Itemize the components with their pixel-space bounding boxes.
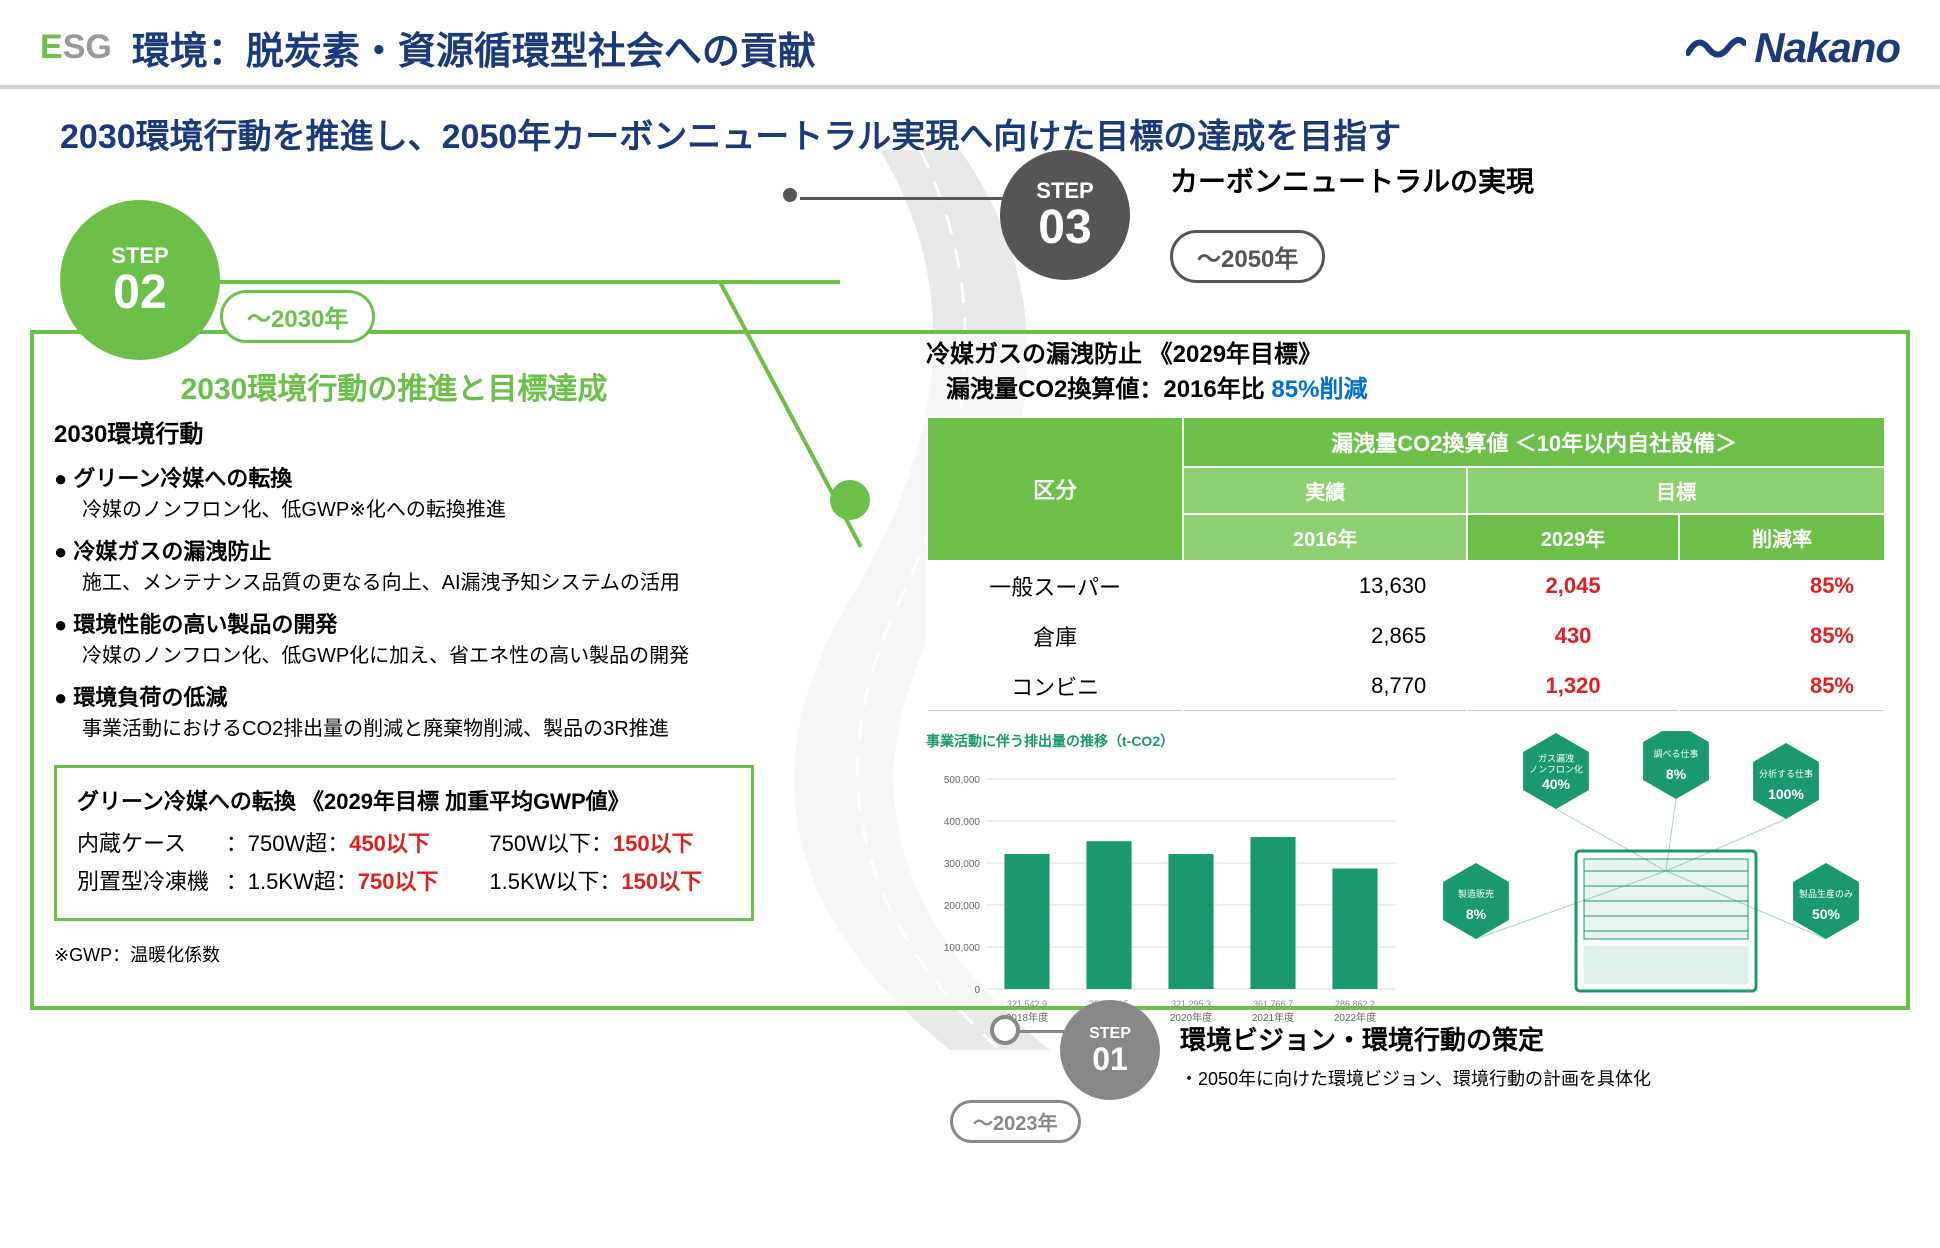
svg-text:100,000: 100,000 [944, 943, 981, 954]
connector-line-02a [200, 280, 840, 284]
step-03-num: 03 [1038, 204, 1091, 252]
action-desc: 事業活動におけるCO2排出量の削減と廃棄物削減、製品の3R推進 [82, 712, 774, 741]
road-dot-01 [990, 1015, 1020, 1045]
action-heading: 2030環境行動 [54, 414, 774, 449]
svg-text:50%: 50% [1812, 906, 1841, 922]
th-value: 漏洩量CO2換算値 ＜10年以内自社設備＞ [1183, 417, 1885, 467]
esg-e: E [40, 28, 63, 66]
action-list: グリーン冷媒への転換冷媒のノンフロン化、低GWP※化への転換推進冷媒ガスの漏洩防… [54, 461, 774, 741]
bar-chart-container: 事業活動に伴う排出量の推移（t-CO2） 0 100,000 200,000 300,… [926, 731, 1406, 1044]
right-column: 冷媒ガスの漏洩防止 《2029年目標》 漏洩量CO2換算値：2016年比 85%… [926, 334, 1886, 1044]
svg-text:分析する仕事: 分析する仕事 [1759, 768, 1813, 779]
esg-sg: SG [63, 28, 112, 66]
table-row: 一般スーパー13,6302,04585% [927, 561, 1885, 611]
road-dot-03 [780, 185, 800, 205]
logo-wave-icon [1686, 33, 1746, 63]
svg-text:500,000: 500,000 [944, 775, 981, 786]
svg-text:8%: 8% [1466, 906, 1487, 922]
gwp-note: ※GWP：温暖化係数 [54, 941, 774, 967]
action-desc: 施工、メンテナンス品質の更なる向上、AI漏洩予知システムの活用 [82, 566, 774, 595]
gwp-title: グリーン冷媒への転換 《2029年目標 加重平均GWP値》 [77, 784, 731, 816]
th-actual: 実績 [1183, 467, 1467, 514]
step-03-title: カーボンニュートラルの実現 [1170, 160, 1534, 200]
action-title: 冷媒ガスの漏洩防止 [54, 534, 774, 566]
svg-text:100%: 100% [1768, 786, 1804, 802]
action-item: 環境性能の高い製品の開発冷媒のノンフロン化、低GWP化に加え、省エネ性の高い製品… [54, 607, 774, 668]
connector-line-03 [800, 197, 1010, 200]
th-2029: 2029年 [1467, 514, 1679, 561]
svg-text:286,862.2: 286,862.2 [1335, 999, 1375, 1009]
svg-text:321,295.3: 321,295.3 [1171, 999, 1211, 1009]
action-item: 冷媒ガスの漏洩防止施工、メンテナンス品質の更なる向上、AI漏洩予知システムの活用 [54, 534, 774, 595]
table-row: コンビニ8,7701,32085% [927, 661, 1885, 711]
action-item: 環境負荷の低減事業活動におけるCO2排出量の削減と廃棄物削減、製品の3R推進 [54, 680, 774, 741]
svg-text:0: 0 [974, 985, 980, 996]
page-header: ESG 環境：脱炭素・資源循環型社会への貢献 Nakano [0, 0, 1940, 89]
action-title: グリーン冷媒への転換 [54, 461, 774, 493]
step-02-num: 02 [113, 269, 166, 317]
step-03-year: ～2050年 [1170, 230, 1325, 283]
step-02-year: ～2030年 [220, 290, 375, 343]
svg-text:2020年度: 2020年度 [1170, 1011, 1212, 1024]
main-box-title: 2030環境行動の推進と目標達成 [54, 364, 734, 408]
main-box: 2030環境行動の推進と目標達成 2030環境行動 グリーン冷媒への転換冷媒のノ… [30, 330, 1910, 1010]
leak-sub-prefix: 漏洩量CO2換算値：2016年比 [946, 376, 1271, 403]
left-column: 2030環境行動 グリーン冷媒への転換冷媒のノンフロン化、低GWP※化への転換推… [54, 414, 774, 967]
page-title: 環境：脱炭素・資源循環型社会への貢献 [132, 20, 816, 75]
action-desc: 冷媒のノンフロン化、低GWP化に加え、省エネ性の高い製品の開発 [82, 639, 774, 668]
svg-text:200,000: 200,000 [944, 901, 981, 912]
step-01-circle: STEP 01 [1060, 1000, 1160, 1100]
gwp-rows: 内蔵ケース：750W超：450以下750W以下：150以下別置型冷凍機：1.5K… [77, 826, 731, 896]
svg-text:製造販売: 製造販売 [1458, 888, 1494, 899]
svg-text:ガス漏洩: ガス漏洩 [1538, 753, 1574, 764]
svg-text:40%: 40% [1542, 776, 1571, 792]
svg-text:2022年度: 2022年度 [1334, 1011, 1376, 1024]
chart-area: 事業活動に伴う排出量の推移（t-CO2） 0 100,000 200,000 300,… [926, 731, 1886, 1044]
th-2016: 2016年 [1183, 514, 1467, 561]
th-rate: 削減率 [1679, 514, 1885, 561]
step-01-year: ～2023年 [950, 1100, 1081, 1143]
svg-text:361,766.7: 361,766.7 [1253, 999, 1293, 1009]
leak-subtitle: 漏洩量CO2換算値：2016年比 85%削減 [946, 369, 1886, 404]
leak-tbody: 一般スーパー13,6302,04585%倉庫2,86543085%コンビニ8,7… [927, 561, 1885, 711]
svg-text:400,000: 400,000 [944, 817, 981, 828]
svg-text:8%: 8% [1666, 766, 1687, 782]
step-01-num: 01 [1092, 1043, 1128, 1075]
step-03-circle: STEP 03 [1000, 150, 1130, 280]
chart-title: 事業活動に伴う排出量の推移（t-CO2） [926, 731, 1406, 751]
action-desc: 冷媒のノンフロン化、低GWP※化への転換推進 [82, 493, 774, 522]
logo: Nakano [1686, 24, 1900, 72]
action-title: 環境性能の高い製品の開発 [54, 607, 774, 639]
step-02-circle: STEP 02 [60, 200, 220, 360]
product-infographic: 製造販売 8% ガス漏洩ノンフロン化40% 調べる仕事 8% 分析する仕事 100% 製品生産… [1426, 731, 1866, 1011]
table-row: 倉庫2,86543085% [927, 611, 1885, 661]
svg-text:321,542.9: 321,542.9 [1007, 999, 1047, 1009]
svg-text:2021年度: 2021年度 [1252, 1011, 1294, 1024]
gwp-row: 別置型冷凍機：1.5KW超：750以下1.5KW以下：150以下 [77, 864, 731, 896]
esg-tag: ESG [40, 28, 112, 67]
action-title: 環境負荷の低減 [54, 680, 774, 712]
step-01-desc: ・2050年に向けた環境ビジョン、環境行動の計画を具体化 [1180, 1065, 1651, 1091]
th-category: 区分 [927, 417, 1183, 561]
gwp-row: 内蔵ケース：750W超：450以下750W以下：150以下 [77, 826, 731, 858]
leak-table: 区分 漏洩量CO2換算値 ＜10年以内自社設備＞ 実績 目標 2016年 202… [926, 416, 1886, 711]
bar-chart: 0 100,000 200,000 300,000 400,000 500,000 321,… [926, 759, 1406, 1039]
th-target: 目標 [1467, 467, 1885, 514]
action-item: グリーン冷媒への転換冷媒のノンフロン化、低GWP※化への転換推進 [54, 461, 774, 522]
step-03-content: カーボンニュートラルの実現 [1170, 160, 1534, 200]
logo-text: Nakano [1754, 24, 1900, 72]
svg-text:製品生産のみ: 製品生産のみ [1799, 888, 1853, 899]
leak-pct: 85%削減 [1271, 376, 1367, 403]
gwp-box: グリーン冷媒への転換 《2029年目標 加重平均GWP値》 内蔵ケース：750W… [54, 765, 754, 921]
svg-text:ノンフロン化: ノンフロン化 [1529, 764, 1583, 775]
svg-text:調べる仕事: 調べる仕事 [1653, 748, 1698, 759]
road-dot-02 [830, 480, 870, 520]
svg-text:300,000: 300,000 [944, 859, 981, 870]
leak-title: 冷媒ガスの漏洩防止 《2029年目標》 [926, 334, 1886, 369]
